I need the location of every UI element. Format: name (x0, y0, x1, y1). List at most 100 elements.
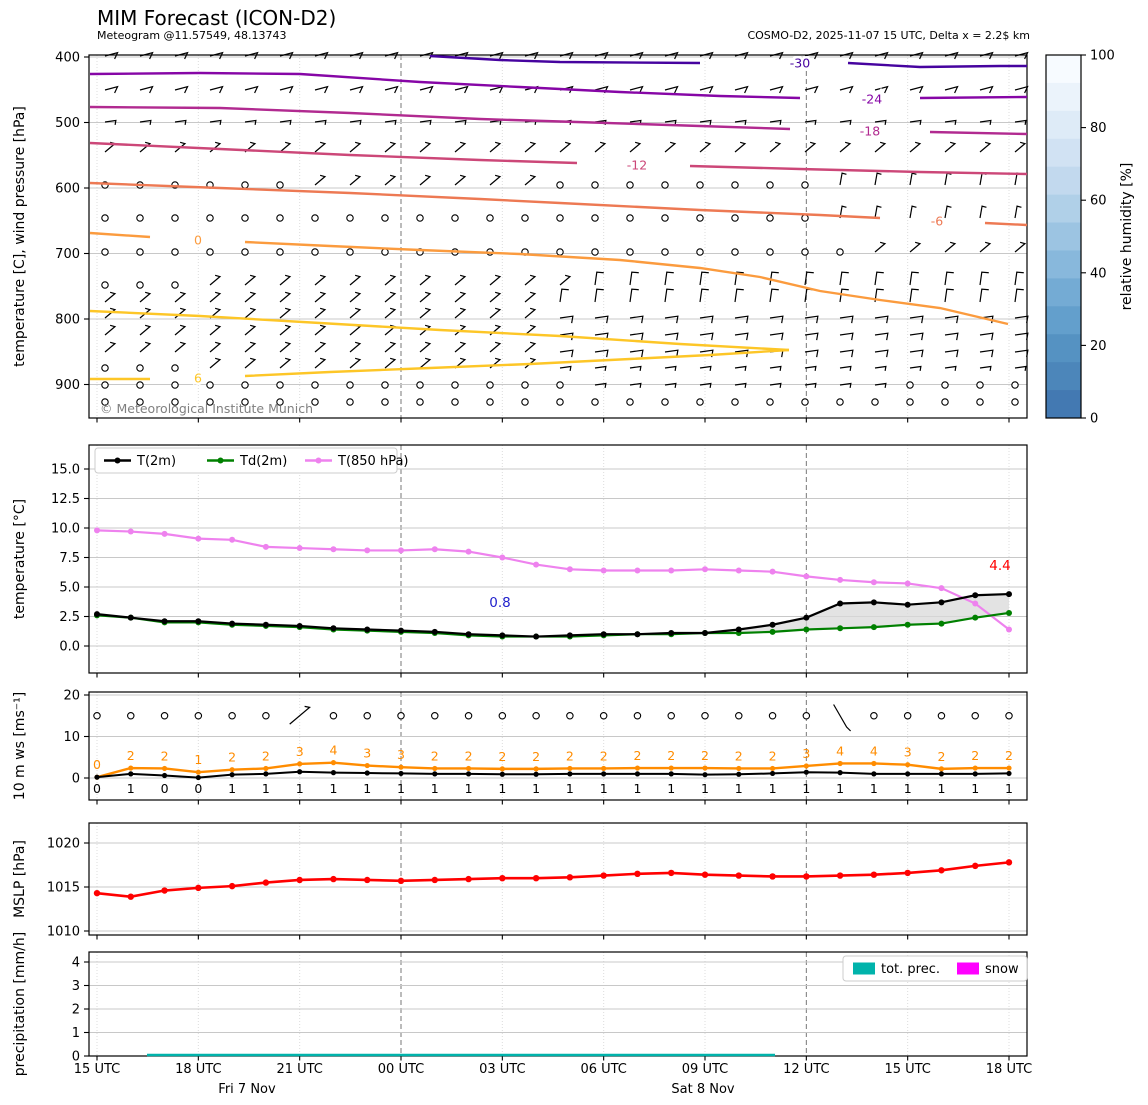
wind-value-label: 1 (532, 781, 540, 796)
wind-barb-icon (699, 85, 714, 94)
wind-barb-icon (839, 288, 849, 303)
series-marker (533, 561, 540, 568)
wind-value-label: 2 (566, 748, 574, 763)
wind-barb-icon (314, 307, 327, 319)
wind-series-marker (567, 765, 573, 772)
calm-wind-icon (735, 711, 743, 720)
wind-barb-icon (524, 51, 539, 60)
series-marker (94, 611, 100, 618)
mslp-marker (972, 862, 979, 870)
series-marker (262, 621, 269, 628)
colorbar-segment (1046, 110, 1081, 140)
calm-wind-icon (626, 181, 634, 189)
calm-wind-icon (346, 398, 354, 406)
wind-barb-icon (559, 365, 572, 372)
calm-wind-icon (661, 214, 669, 222)
wind-barb-icon (979, 205, 987, 219)
wind-barb-icon (279, 291, 292, 303)
colorbar-segment (1046, 390, 1081, 419)
wind-series-marker (803, 769, 809, 775)
wind-barb-icon (979, 51, 994, 60)
wind-value-label: 2 (667, 748, 675, 763)
wind-series-marker (769, 770, 776, 777)
y-tick-label: 1 (72, 1026, 80, 1041)
wind-series-marker (297, 769, 303, 775)
calm-wind-icon (136, 281, 144, 289)
wind-series-marker (297, 761, 303, 767)
wind-barb-icon (734, 349, 749, 358)
wind-barb-icon (524, 274, 537, 286)
colorbar-label: relative humidity [%] (1119, 163, 1135, 311)
calm-wind-icon (766, 181, 774, 189)
wind-barb-icon (1014, 349, 1029, 358)
wind-barb-icon (979, 288, 989, 303)
wind-series-marker (1006, 770, 1012, 777)
wind-barb-icon (244, 119, 257, 126)
x-tick-label: 21 UTC (276, 1062, 322, 1077)
x-tick-label: 12 UTC (783, 1062, 829, 1077)
calm-wind-icon (241, 248, 249, 256)
y-tick-label: 15.0 (51, 463, 80, 478)
wind-barb-icon (419, 141, 432, 153)
calm-wind-icon (311, 248, 319, 256)
wind-series-marker (432, 771, 438, 777)
y-tick-label: 0 (72, 1050, 80, 1065)
wind-barb-icon (174, 341, 187, 353)
wind-barb-icon (559, 349, 574, 358)
wind-barb-icon (944, 85, 959, 94)
calm-wind-icon (766, 214, 774, 222)
page-title: MIM Forecast (ICON-D2) (97, 6, 337, 30)
wind-barb-icon (209, 341, 222, 353)
calm-wind-icon (1011, 398, 1019, 406)
wind-barb-icon (174, 141, 187, 153)
wind-series-marker (533, 771, 539, 777)
humidity-colorbar: 0 20 40 60 80 100 relative humidity [%] (1045, 49, 1135, 427)
legend-marker (315, 457, 322, 464)
wind-barb-icon (839, 332, 854, 341)
wind-barb-icon (349, 341, 362, 353)
wind-barb-icon (944, 315, 959, 324)
legend-swatch (853, 962, 875, 975)
calm-wind-icon (591, 248, 599, 256)
wind-barb-icon (734, 119, 747, 126)
wind-series-marker (161, 772, 168, 779)
wind-barb-icon (874, 172, 882, 186)
wind-series-marker (769, 765, 776, 772)
calm-wind-icon (228, 711, 236, 720)
wind-barb-icon (699, 51, 714, 60)
calm-wind-icon (633, 711, 642, 720)
wind-direction-barb-icon (289, 705, 311, 725)
legend-swatch (957, 962, 979, 975)
calm-wind-icon (311, 398, 319, 406)
series-marker (127, 614, 134, 621)
wind-barb-icon (419, 174, 432, 186)
x-tick-label: 18 UTC (986, 1062, 1032, 1077)
wind-barb-icon (594, 365, 607, 372)
wind-barb-icon (489, 51, 504, 60)
mslp-marker (499, 875, 506, 882)
wind-barb-icon (734, 315, 749, 324)
wind-barb-icon (769, 315, 784, 324)
isotherm-contour--6 (89, 181, 881, 220)
wind-series-marker (398, 764, 404, 770)
isotherm-contour--12 (689, 164, 1028, 176)
wind-barb-icon (909, 365, 922, 372)
wind-barb-icon (769, 141, 782, 153)
wind-series-marker (533, 766, 539, 772)
wind-barb-icon (944, 365, 957, 372)
wind-barb-icon (979, 141, 992, 153)
colorbar-segment (1046, 222, 1081, 251)
precip-legend: tot. prec. snow (842, 955, 1028, 982)
wind-value-label: 1 (600, 781, 608, 796)
wind-barb-icon (594, 315, 609, 324)
wind-barb-icon (559, 315, 574, 324)
calm-wind-icon (696, 214, 704, 222)
wind-barb-icon (664, 365, 677, 372)
mslp-marker (668, 869, 675, 877)
mslp-marker (566, 874, 574, 881)
calm-wind-icon (464, 711, 473, 720)
contour-label: 0 (194, 233, 202, 248)
wind-barb-icon (874, 271, 884, 286)
wind-barb-icon (664, 85, 679, 94)
wind-barb-icon (279, 341, 292, 353)
